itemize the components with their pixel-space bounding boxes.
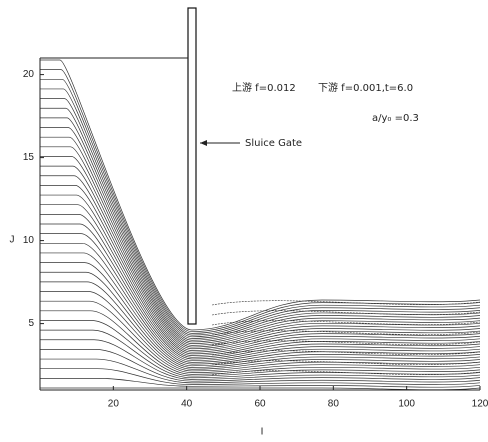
streamline [211,330,481,336]
streamline [40,165,481,350]
streamline [40,329,481,379]
x-tick-label: 60 [254,399,266,410]
streamline [40,78,481,334]
streamline [40,136,481,344]
streamline [40,271,481,368]
streamline [40,156,481,348]
x-tick-label: 80 [328,399,340,410]
y-tick-label: 5 [28,318,34,329]
streamline [40,117,481,341]
annotation: 下游 f=0.001,t=6.0 [318,81,413,94]
y-tick-label: 10 [23,235,35,246]
streamline [40,368,481,385]
streamline [40,349,481,382]
streamline [40,185,481,353]
streamline [40,127,481,343]
streamline [211,300,481,306]
streamline [40,175,481,351]
streamline [40,214,481,358]
streamline [40,204,481,356]
streamline [40,69,481,333]
streamline [40,252,481,365]
streamline [211,360,481,366]
sluice-gate [187,7,197,325]
y-axis-label: J [10,235,15,246]
streamline [211,340,481,346]
y-tick-label: 20 [23,69,35,80]
streamline [40,320,481,377]
streamline [211,310,481,316]
x-axis-label: I [261,427,264,438]
streamlines [40,59,481,391]
annotation: 上游 f=0.012 [232,81,296,94]
streamline [211,370,481,376]
streamline [40,59,481,331]
arrow-head [200,140,207,146]
streamline [40,291,481,372]
y-tick-label: 15 [23,152,35,163]
streamline [40,281,481,370]
streamline [40,88,481,336]
streamline [40,300,481,373]
annotation: Sluice Gate [245,138,302,149]
streamline [40,378,481,388]
streamline [40,194,481,355]
streamline [40,233,481,362]
streamline [211,350,481,356]
streamline [40,262,481,367]
streamline [40,98,481,338]
x-tick-label: 20 [108,399,120,410]
streamline [211,320,481,326]
streamline [40,146,481,346]
streamline [40,310,481,375]
streamline [40,339,481,380]
x-tick-label: 100 [398,399,415,410]
x-tick-label: 40 [181,399,193,410]
annotation: a/y₀ =0.3 [372,113,419,124]
streamline [40,223,481,360]
streamline [40,358,481,384]
x-tick-label: 120 [472,399,488,410]
streamline [40,242,481,363]
